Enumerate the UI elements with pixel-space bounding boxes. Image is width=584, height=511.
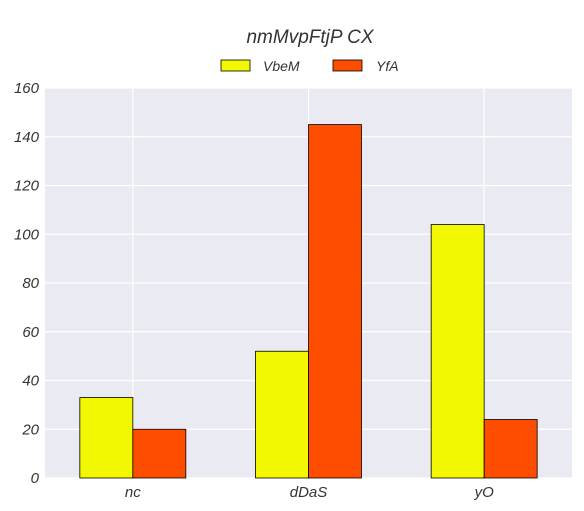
- y-tick-label: 140: [14, 129, 40, 146]
- y-tick-label: 20: [21, 421, 39, 438]
- bars: [79, 124, 538, 479]
- legend: VbeM YfA: [220, 58, 399, 74]
- x-tick-label: dDaS: [290, 484, 328, 501]
- bar-yfa-yo: [483, 419, 538, 479]
- y-tick-label: 60: [22, 324, 39, 341]
- x-tick-label: yO: [474, 484, 495, 501]
- bar-vbem-nc: [79, 397, 134, 479]
- y-tick-label: 120: [14, 178, 40, 195]
- chart-title: nmMvpFtjP CX: [246, 27, 374, 48]
- legend-label-vbem: VbeM: [263, 58, 300, 74]
- bar-yfa-nc: [132, 428, 187, 479]
- bar-vbem-ddas: [255, 350, 309, 479]
- y-axis-tick-labels: 0 20 40 60 80 100 120 140 160: [14, 80, 40, 487]
- y-tick-label: 100: [14, 226, 40, 243]
- legend-label-yfa: YfA: [376, 58, 399, 74]
- y-tick-label: 160: [14, 80, 40, 97]
- y-tick-label: 0: [31, 470, 40, 487]
- legend-swatch-yfa: [332, 59, 363, 72]
- bar-vbem-yo: [430, 224, 485, 479]
- y-tick-label: 40: [22, 373, 39, 390]
- y-tick-label: 80: [22, 275, 39, 292]
- bar-yfa-ddas: [308, 124, 362, 479]
- x-axis-tick-labels: nc dDaS yO: [125, 484, 494, 501]
- legend-swatch-vbem: [220, 59, 251, 72]
- x-tick-label: nc: [125, 484, 141, 501]
